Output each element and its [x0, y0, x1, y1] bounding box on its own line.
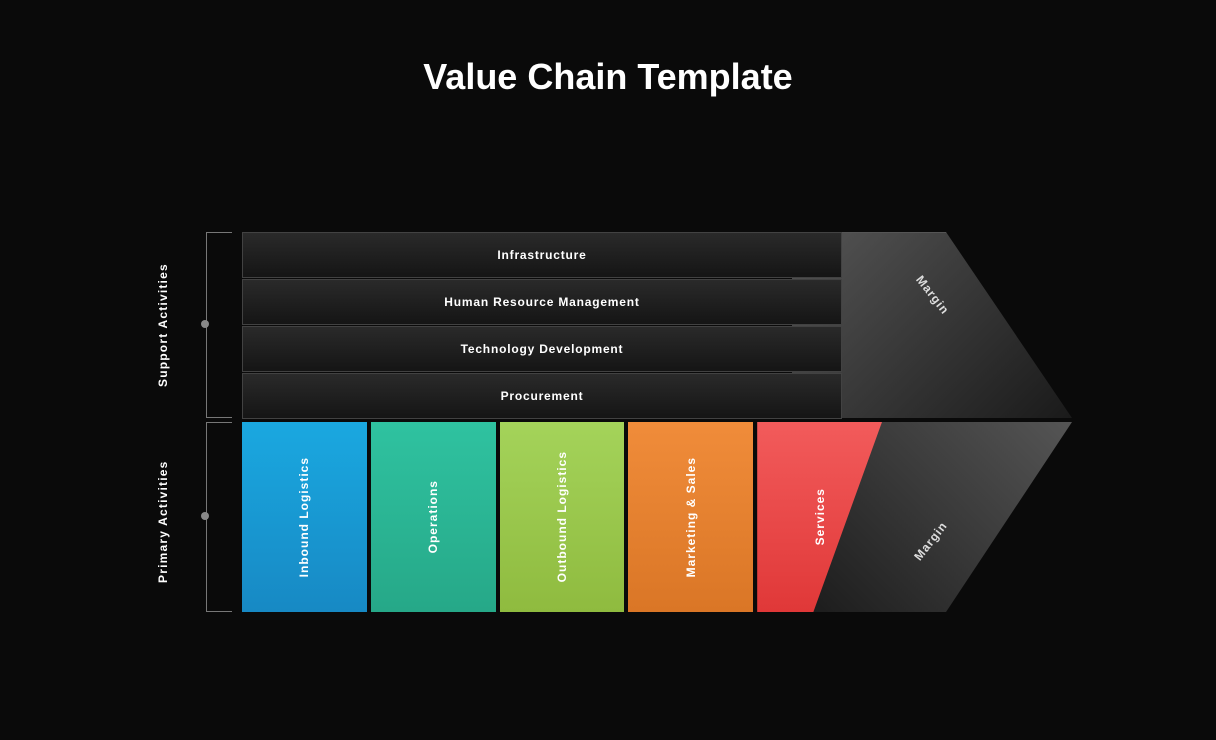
primary-cell-marketing: Marketing & Sales	[628, 422, 753, 612]
primary-cell-services: Services	[757, 422, 882, 612]
value-chain-diagram: Support Activities Primary Activities Ma…	[160, 232, 1100, 612]
primary-label-operations: Operations	[426, 480, 440, 553]
primary-label-outbound: Outbound Logistics	[555, 451, 569, 582]
primary-activities-block: Inbound Logistics Operations Outbound Lo…	[242, 422, 882, 612]
support-activities-block: Infrastructure Human Resource Management…	[242, 232, 842, 420]
page-title: Value Chain Template	[0, 56, 1216, 98]
support-activities-label: Support Activities	[156, 250, 170, 400]
primary-label-marketing: Marketing & Sales	[684, 457, 698, 577]
primary-bracket-dot	[201, 512, 209, 520]
primary-cell-operations: Operations	[371, 422, 496, 612]
support-row-hr: Human Resource Management	[242, 279, 842, 325]
support-row-technology: Technology Development	[242, 326, 842, 372]
primary-label-services: Services	[813, 488, 827, 545]
primary-activities-label: Primary Activities	[156, 442, 170, 602]
support-bracket	[206, 232, 232, 418]
support-bracket-dot	[201, 320, 209, 328]
primary-label-inbound: Inbound Logistics	[297, 457, 311, 577]
primary-bracket	[206, 422, 232, 612]
support-row-infrastructure: Infrastructure	[242, 232, 842, 278]
primary-cell-inbound: Inbound Logistics	[242, 422, 367, 612]
primary-cell-outbound: Outbound Logistics	[500, 422, 625, 612]
support-row-procurement: Procurement	[242, 373, 842, 419]
